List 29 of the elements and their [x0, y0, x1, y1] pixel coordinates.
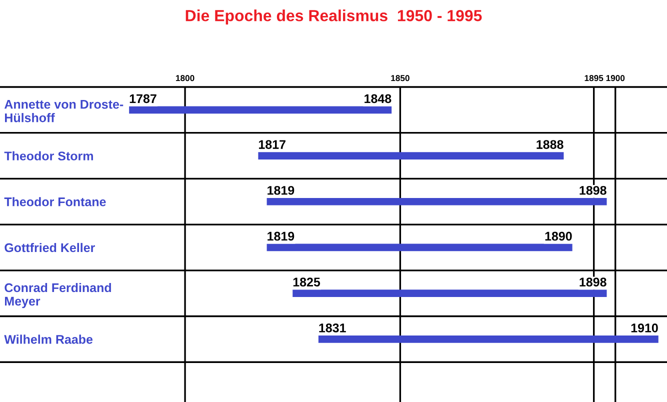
annotation: 1787 [130, 94, 156, 104]
x-tick-label: 1850 [391, 75, 410, 82]
x-tick-label: 1895 [584, 75, 604, 82]
annotation: 1898 [580, 186, 606, 195]
annotation: 1910 [631, 324, 658, 332]
bar [292, 290, 607, 297]
y-tick-label: Wilhelm Raabe [4, 334, 93, 344]
annotation: 1817 [258, 140, 286, 149]
annotation: 1819 [268, 232, 294, 241]
y-tick-label: Theodor Fontane [4, 197, 106, 206]
y-tick-label: Gottfried Keller [4, 242, 95, 252]
bar [258, 152, 564, 160]
y-tick-label: Annette von Droste- Hülshoff [4, 100, 124, 122]
annotation: 1898 [580, 278, 606, 286]
annotation: 1888 [536, 140, 564, 149]
bar [129, 106, 392, 114]
chart-title: Die Epoche des Realismus 1950 - 1995 [186, 10, 482, 24]
x-tick-label: 1900 [606, 75, 625, 82]
annotation: 1831 [319, 324, 346, 332]
annotation: 1819 [268, 186, 294, 195]
annotation: 1825 [293, 278, 320, 286]
annotation: 1890 [545, 232, 572, 241]
bar [266, 198, 607, 206]
x-tick-label: 1800 [176, 75, 194, 82]
bar [266, 244, 572, 252]
annotation: 1848 [364, 94, 392, 104]
y-tick-label: Conrad Ferdinand Meyer [4, 282, 111, 308]
y-tick-label: Theodor Storm [4, 151, 93, 160]
bar [318, 336, 658, 343]
